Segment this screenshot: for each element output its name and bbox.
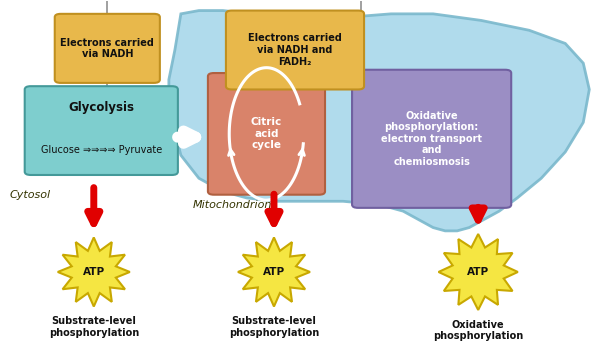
Text: Glucose ⇒⇒⇒⇒ Pyruvate: Glucose ⇒⇒⇒⇒ Pyruvate [41,145,162,155]
Text: Oxidative
phosphorylation:
electron transport
and
chemiosmosis: Oxidative phosphorylation: electron tran… [381,111,482,167]
Text: Glycolysis: Glycolysis [68,101,134,114]
Polygon shape [58,237,130,307]
Polygon shape [438,234,518,310]
Text: ATP: ATP [467,267,489,277]
FancyBboxPatch shape [226,11,364,89]
Text: ATP: ATP [263,267,285,277]
Text: Mitochondrion: Mitochondrion [193,200,272,209]
Text: ATP: ATP [82,267,105,277]
Text: Substrate-level
phosphorylation: Substrate-level phosphorylation [49,316,139,338]
Polygon shape [238,237,310,307]
Text: Citric
acid
cycle: Citric acid cycle [251,117,282,150]
FancyBboxPatch shape [55,14,160,83]
Polygon shape [169,11,589,231]
Text: Electrons carried
via NADH and
FADH₂: Electrons carried via NADH and FADH₂ [248,33,342,67]
Text: Substrate-level
phosphorylation: Substrate-level phosphorylation [229,316,319,338]
FancyBboxPatch shape [352,70,511,208]
FancyBboxPatch shape [208,73,325,195]
Text: Cytosol: Cytosol [10,190,51,200]
FancyBboxPatch shape [25,86,178,175]
Text: Electrons carried
via NADH: Electrons carried via NADH [60,37,154,59]
Text: Oxidative
phosphorylation: Oxidative phosphorylation [433,320,523,341]
